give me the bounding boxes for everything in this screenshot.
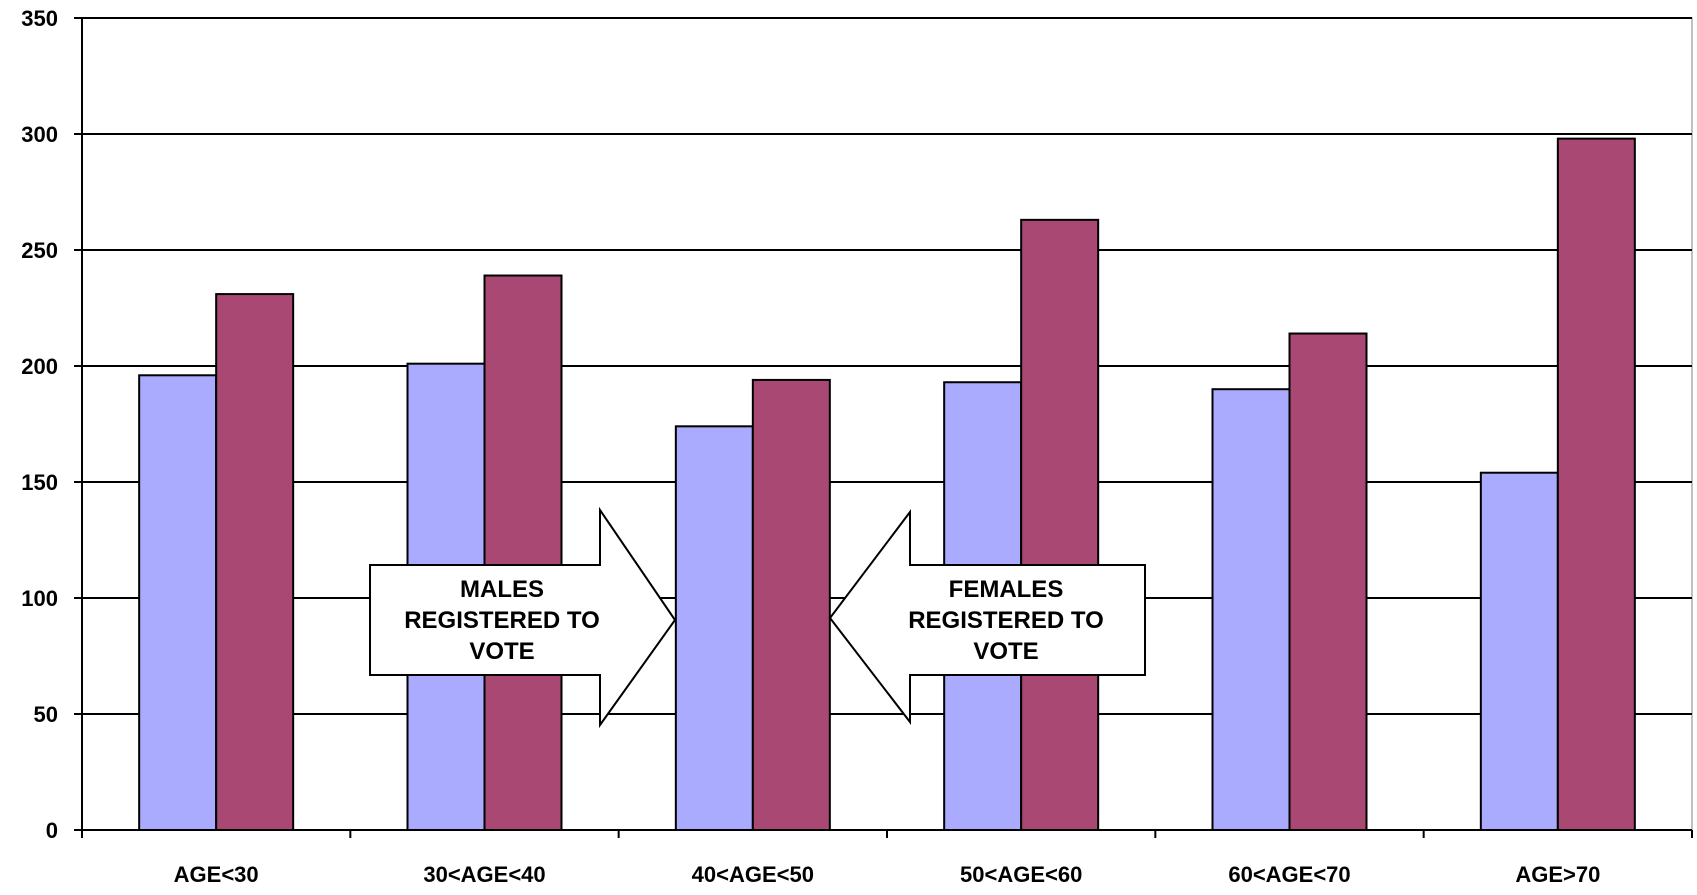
y-tick-label: 300 [21,122,58,147]
bars [138,137,1636,831]
bar [138,374,218,831]
bar [483,274,563,831]
y-tick-label: 50 [34,702,58,727]
callout-label: FEMALES [949,576,1064,603]
y-tick-label: 200 [21,354,58,379]
x-tick-label: AGE<30 [174,862,259,887]
x-tick-labels: AGE<30 30<AGE<40 40<AGE<50 50<AGE<60 60<AGE<… [174,862,1601,887]
y-tick-label: 100 [21,586,58,611]
x-tick-label: AGE>70 [1515,862,1600,887]
callouts: MALES REGISTERED TO VOTE FEMALES REGISTERED … [369,506,1146,729]
callout-shape [828,509,1146,725]
callout-label: MALES [460,576,544,603]
callout-label: VOTE [973,638,1038,665]
x-tick-label: 30<AGE<40 [423,862,545,887]
gridlines [81,17,1693,831]
axes [74,17,1693,838]
bar [215,293,295,831]
callout-label: VOTE [469,638,534,665]
bar [1288,332,1368,831]
bar [751,378,831,831]
y-tick-label: 250 [21,238,58,263]
plot-area-border [81,17,1693,831]
bar [1211,388,1291,831]
bar [674,425,754,831]
x-tick-label: 60<AGE<70 [1228,862,1350,887]
y-tick-label: 150 [21,470,58,495]
bar [1020,218,1100,831]
x-tick-label: 50<AGE<60 [960,862,1082,887]
callout-shape [369,506,677,729]
y-tick-labels: 0 50 100 150 200 250 300 350 [21,6,58,843]
x-tick-label: 40<AGE<50 [692,862,814,887]
callout-label: REGISTERED TO [404,607,600,634]
callout-label: REGISTERED TO [908,607,1104,634]
bar [1479,471,1559,831]
bar [1556,137,1636,831]
y-tick-label: 0 [46,818,58,843]
callout-arrow-right: MALES REGISTERED TO VOTE [369,506,677,729]
callout-arrow-left: FEMALES REGISTERED TO VOTE [828,509,1146,725]
y-tick-label: 350 [21,6,58,31]
